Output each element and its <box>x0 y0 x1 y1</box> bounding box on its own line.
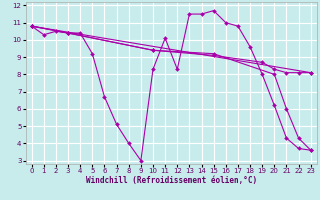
X-axis label: Windchill (Refroidissement éolien,°C): Windchill (Refroidissement éolien,°C) <box>86 176 257 185</box>
